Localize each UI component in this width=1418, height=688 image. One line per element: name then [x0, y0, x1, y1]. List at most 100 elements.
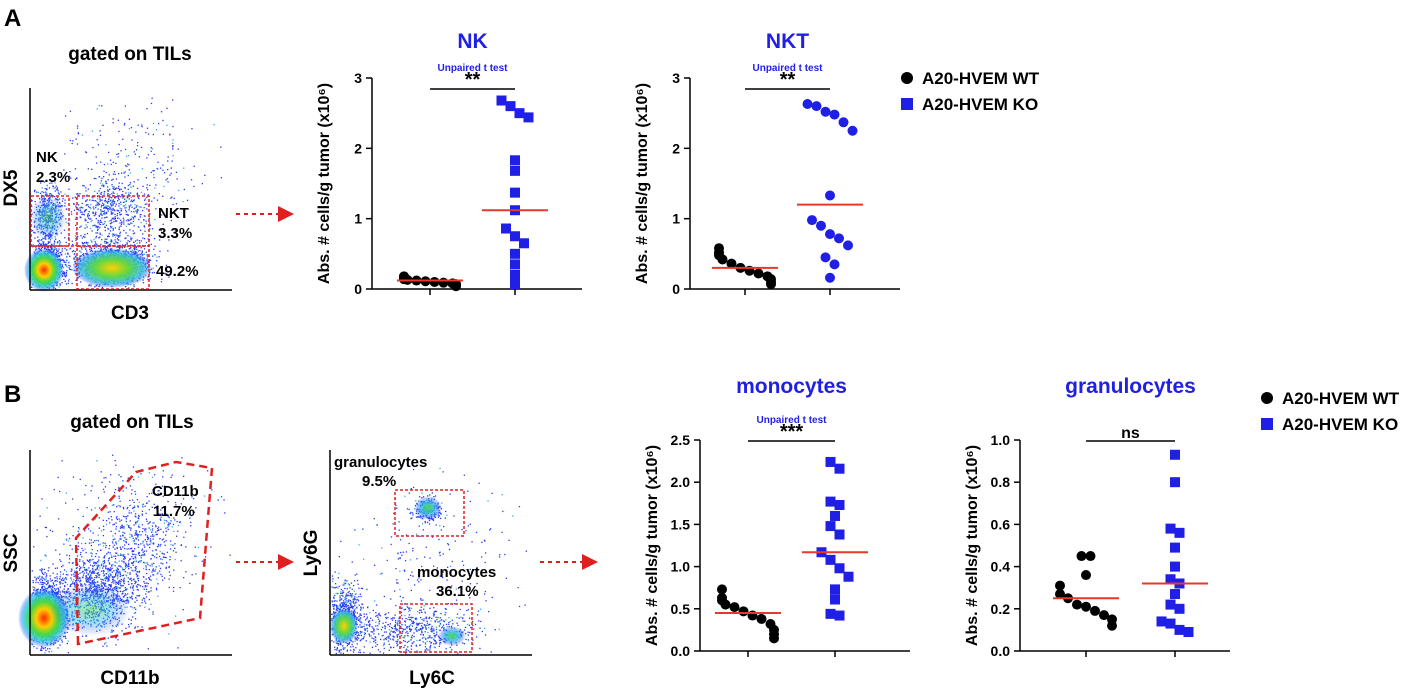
- flow-event: [126, 588, 128, 590]
- flow-event: [128, 223, 131, 226]
- flow-event: [112, 200, 114, 203]
- flow-event: [56, 578, 58, 580]
- flow-event: [52, 247, 54, 250]
- flow-event: [134, 618, 137, 620]
- flow-event: [102, 185, 105, 187]
- flow-event: [64, 205, 66, 207]
- flow-event: [74, 571, 76, 574]
- flow-event: [133, 285, 135, 288]
- flow-event: [47, 247, 50, 249]
- flow-event: [57, 192, 59, 194]
- flow-event: [106, 241, 108, 244]
- flow-event: [107, 228, 110, 230]
- flow-event: [138, 218, 140, 221]
- flow-event: [50, 248, 52, 251]
- flow-event: [98, 574, 101, 576]
- flow-event: [82, 566, 84, 568]
- flow-event: [131, 139, 133, 141]
- flow-event: [45, 580, 48, 582]
- flow-event: [43, 241, 45, 243]
- flow-event: [53, 588, 56, 590]
- flow-event: [45, 194, 47, 196]
- flow-event: [147, 238, 149, 240]
- flow-event: [58, 240, 61, 242]
- flow-event: [151, 272, 154, 274]
- flow-event: [156, 199, 159, 201]
- flow-event: [124, 122, 126, 125]
- flow-event: [64, 280, 66, 282]
- flow-event: [150, 102, 153, 105]
- flow-event: [115, 574, 117, 576]
- flow-event: [103, 582, 105, 584]
- flow-event: [144, 238, 146, 240]
- flow-event: [78, 565, 81, 567]
- flow-event: [170, 172, 172, 175]
- flow-event: [96, 203, 98, 205]
- flow-event: [114, 243, 116, 245]
- flow-event: [65, 271, 67, 274]
- flow-event: [99, 192, 101, 194]
- flow-event: [82, 574, 85, 576]
- flow-event: [111, 205, 113, 207]
- flow-event: [128, 164, 130, 166]
- flow-event: [106, 246, 109, 248]
- flow-event: [112, 118, 114, 120]
- flow-event: [93, 238, 95, 241]
- flow-event: [58, 193, 60, 195]
- flow-event: [92, 212, 94, 214]
- flow-event: [149, 184, 151, 187]
- flow-event: [119, 222, 121, 224]
- flow-event: [115, 552, 117, 554]
- flow-event: [148, 217, 150, 219]
- flow-event: [113, 570, 115, 572]
- flow-event: [99, 200, 101, 202]
- flow-event: [153, 237, 156, 240]
- flow-event: [54, 589, 57, 592]
- flow-event: [191, 128, 193, 130]
- flow-event: [145, 588, 148, 590]
- flow-event: [49, 239, 52, 241]
- flow-event: [85, 552, 87, 554]
- flow-event: [79, 577, 81, 579]
- flow-event: [108, 584, 110, 586]
- flow-event: [53, 585, 55, 587]
- flow-event: [104, 212, 106, 214]
- flow-event: [136, 194, 139, 196]
- flow-event: [76, 127, 79, 129]
- flow-event: [95, 246, 97, 248]
- flow-event: [105, 143, 107, 146]
- flow-event: [100, 209, 102, 211]
- flow-event: [146, 256, 149, 258]
- flow-event: [42, 647, 45, 649]
- flow-event: [68, 188, 70, 190]
- flow-event: [161, 278, 163, 280]
- flow-event: [176, 178, 178, 180]
- flow-event: [90, 247, 92, 249]
- flow-event: [114, 588, 116, 590]
- flow-event: [90, 204, 92, 206]
- flow-event: [106, 568, 108, 570]
- flow-event: [136, 586, 138, 588]
- flow-event: [76, 193, 78, 195]
- flow-event: [137, 578, 139, 580]
- flow-event: [108, 232, 110, 235]
- flow-event: [36, 191, 38, 193]
- flow-event: [45, 188, 48, 190]
- flow-event: [167, 160, 169, 162]
- flow-event: [91, 230, 93, 232]
- flow-event: [116, 196, 118, 198]
- flow-event: [157, 161, 159, 163]
- flow-event: [72, 197, 74, 199]
- flow-event: [147, 194, 149, 196]
- flow-event: [134, 215, 136, 217]
- flow-event: [69, 110, 72, 112]
- flow-event: [132, 607, 134, 609]
- flow-event: [133, 248, 135, 250]
- flow-event: [56, 576, 58, 578]
- flow-event: [107, 210, 109, 212]
- flow-event: [129, 205, 131, 208]
- flow-event: [54, 577, 56, 579]
- flow-event: [101, 184, 103, 187]
- flow-event: [144, 199, 146, 201]
- flow-event: [118, 581, 120, 583]
